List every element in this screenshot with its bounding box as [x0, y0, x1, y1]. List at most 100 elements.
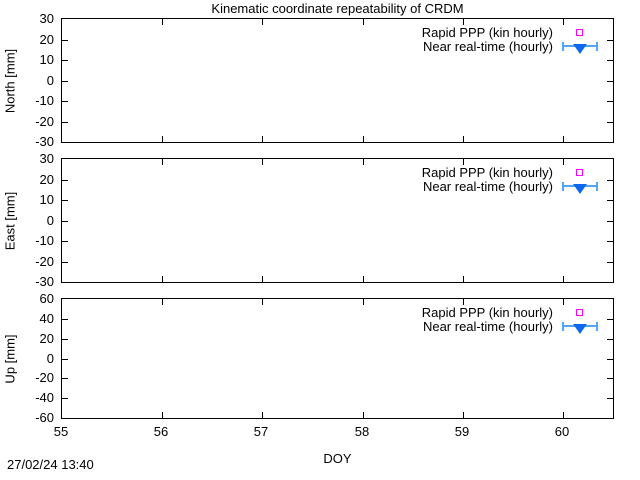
y-tick-label: 60: [39, 291, 54, 306]
y-tick-label: -30: [35, 274, 54, 289]
x-tick-mark: [363, 299, 364, 305]
y-tick-mark: [607, 200, 613, 201]
x-tick-mark: [262, 299, 263, 305]
legend: Rapid PPP (kin hourly) Near real-time (ho…: [422, 166, 601, 194]
x-tick-mark: [363, 19, 364, 25]
triangle-down-icon: [573, 44, 587, 54]
y-tick-label: 20: [39, 172, 54, 187]
errorbar-right-cap: [596, 42, 598, 51]
y-tick-mark: [62, 180, 68, 181]
errorbar-right-cap: [596, 182, 598, 191]
triangle-down-icon: [573, 324, 587, 334]
x-tick-label: 55: [53, 424, 69, 439]
x-axis-title: DOY: [323, 451, 352, 466]
legend-row: Rapid PPP (kin hourly): [422, 166, 601, 180]
x-tick-mark: [363, 136, 364, 142]
y-tick-mark: [607, 122, 613, 123]
y-tick-mark: [607, 319, 613, 320]
legend: Rapid PPP (kin hourly) Near real-time (ho…: [422, 306, 601, 334]
x-tick-mark: [563, 19, 564, 25]
x-tick-mark: [563, 412, 564, 418]
panel-up: 60 40 20 0 -20 -40 -60 Up [mm] Rapid PPP (kin ho…: [3, 292, 614, 425]
y-tick-mark: [62, 339, 68, 340]
open-square-icon: [576, 169, 583, 176]
x-tick-mark: [563, 136, 564, 142]
timestamp: 27/02/24 13:40: [7, 457, 94, 472]
x-tick-mark: [563, 299, 564, 305]
y-tick-mark: [607, 101, 613, 102]
legend-row: Rapid PPP (kin hourly): [422, 306, 601, 320]
y-tick-mark: [62, 101, 68, 102]
legend-label: Rapid PPP (kin hourly): [421, 305, 553, 320]
y-tick-mark: [62, 241, 68, 242]
legend-label: Rapid PPP (kin hourly): [421, 25, 553, 40]
y-tick-mark: [62, 60, 68, 61]
y-axis-title: East [mm]: [2, 191, 18, 250]
y-tick-label: -20: [35, 254, 54, 269]
y-tick-mark: [62, 398, 68, 399]
x-tick-mark: [262, 276, 263, 282]
y-tick-mark: [607, 262, 613, 263]
y-tick-label: -40: [35, 390, 54, 405]
y-tick-label: 20: [39, 331, 54, 346]
x-tick-mark: [363, 276, 364, 282]
y-tick-mark: [607, 398, 613, 399]
y-tick-mark: [607, 378, 613, 379]
triangle-down-icon: [573, 184, 587, 194]
legend-label: Near real-time (hourly): [422, 319, 553, 334]
y-tick-label: 10: [39, 192, 54, 207]
x-tick-label: 58: [354, 424, 370, 439]
x-tick-label: 57: [253, 424, 269, 439]
y-tick-mark: [607, 339, 613, 340]
y-tick-mark: [62, 378, 68, 379]
x-tick-mark: [463, 412, 464, 418]
x-tick-mark: [262, 412, 263, 418]
y-tick-label: 30: [39, 11, 54, 26]
x-tick-mark: [563, 276, 564, 282]
y-tick-label: -10: [35, 93, 54, 108]
legend-marker-errorbar-triangle-icon: [559, 180, 601, 194]
legend-row: Rapid PPP (kin hourly): [422, 26, 601, 40]
legend-marker-open-square-icon: [559, 306, 601, 320]
x-tick-mark: [463, 159, 464, 165]
y-tick-label: 0: [46, 351, 54, 366]
x-tick-label: 59: [454, 424, 470, 439]
x-tick-mark: [162, 159, 163, 165]
x-tick-mark: [463, 276, 464, 282]
x-tick-mark: [463, 136, 464, 142]
y-tick-label: -60: [35, 410, 54, 425]
x-tick-mark: [162, 136, 163, 142]
x-tick-mark: [162, 299, 163, 305]
y-tick-label: 40: [39, 311, 54, 326]
y-tick-label: -10: [35, 233, 54, 248]
y-tick-label: 0: [46, 73, 54, 88]
y-tick-label: 10: [39, 52, 54, 67]
y-axis-title: North [mm]: [2, 48, 18, 113]
legend-label: Near real-time (hourly): [422, 179, 553, 194]
y-tick-label: 0: [46, 213, 54, 228]
y-tick-mark: [62, 262, 68, 263]
x-tick-mark: [463, 299, 464, 305]
legend-row: Near real-time (hourly): [422, 320, 601, 334]
panel-north: 30 20 10 0 -10 -20 -30 North [mm] Rapid PPP (kin…: [3, 12, 614, 149]
panel-east: 30 20 10 0 -10 -20 -30 East [mm] Rapid PPP (kin …: [3, 152, 614, 289]
y-tick-label: 30: [39, 151, 54, 166]
y-tick-mark: [62, 122, 68, 123]
legend: Rapid PPP (kin hourly) Near real-time (ho…: [422, 26, 601, 54]
open-square-icon: [576, 309, 583, 316]
open-square-icon: [576, 29, 583, 36]
y-tick-mark: [62, 359, 68, 360]
y-tick-mark: [62, 319, 68, 320]
y-tick-label: -20: [35, 114, 54, 129]
x-tick-mark: [262, 136, 263, 142]
y-tick-mark: [607, 81, 613, 82]
y-tick-mark: [62, 221, 68, 222]
y-tick-label: -20: [35, 370, 54, 385]
x-tick-mark: [162, 276, 163, 282]
x-tick-mark: [363, 412, 364, 418]
y-axis-title: Up [mm]: [2, 333, 18, 384]
y-tick-mark: [607, 221, 613, 222]
x-tick-mark: [162, 412, 163, 418]
legend-row: Near real-time (hourly): [422, 180, 601, 194]
